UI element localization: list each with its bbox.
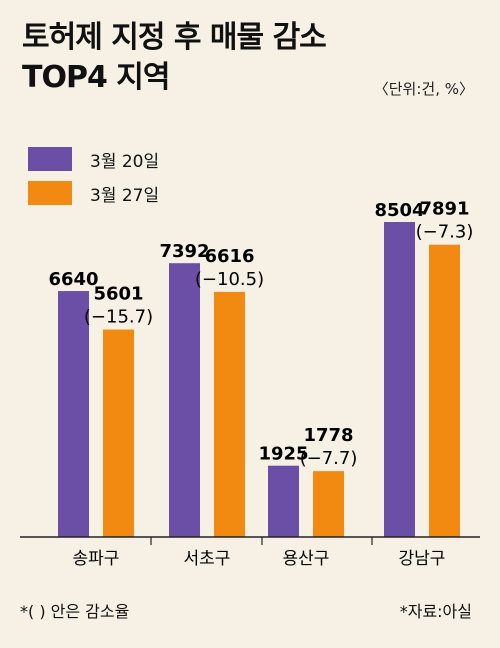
value-label-4-series-1: 8504 [374, 200, 424, 221]
legend-label-series-1: 3월 20일 [90, 151, 160, 172]
footnote-right: *자료:아실 [399, 602, 472, 621]
bar-4-series-1 [384, 222, 415, 537]
change-label-2: (−10.5) [195, 269, 264, 290]
legend: 3월 20일 3월 27일 [28, 142, 159, 210]
bar-4-series-2 [429, 244, 460, 538]
bar-1-series-1 [58, 291, 89, 537]
legend-swatch-series-2 [28, 181, 72, 205]
legend-item-series-1: 3월 20일 [28, 142, 159, 176]
category-label-1: 송파구 [73, 549, 120, 569]
value-label-3-series-1: 1925 [258, 444, 308, 465]
chart-title-line1: 토허제 지정 후 매물 감소 [22, 20, 327, 55]
change-label-4: (−7.3) [416, 222, 474, 243]
bar-2-series-1 [169, 263, 200, 537]
value-label-1-series-2: 5601 [93, 284, 143, 305]
change-label-3: (−7.7) [300, 448, 358, 469]
footnote-left: *( ) 안은 감소율 [20, 602, 130, 621]
value-label-2-series-1: 7392 [159, 241, 209, 262]
bar-2-series-2 [214, 291, 245, 537]
value-label-2-series-2: 6616 [204, 246, 254, 267]
bar-3-series-1 [268, 465, 299, 537]
legend-item-series-2: 3월 27일 [28, 176, 159, 210]
unit-note: 〈단위:건, %〉 [373, 80, 474, 98]
category-label-3: 용산구 [283, 549, 330, 569]
change-label-1: (−15.7) [84, 307, 153, 328]
category-label-4: 강남구 [399, 549, 446, 569]
value-label-3-series-2: 1778 [303, 425, 353, 446]
legend-label-series-2: 3월 27일 [90, 185, 160, 206]
bar-1-series-2 [103, 329, 134, 537]
legend-swatch-series-1 [28, 147, 72, 171]
category-label-2: 서초구 [184, 549, 231, 569]
chart-title: 토허제 지정 후 매물 감소 TOP4 지역 [22, 18, 327, 98]
value-label-4-series-2: 7891 [419, 199, 469, 220]
chart-title-line2: TOP4 지역 [22, 60, 170, 95]
value-label-1-series-1: 6640 [48, 269, 98, 290]
bar-3-series-2 [313, 471, 344, 537]
